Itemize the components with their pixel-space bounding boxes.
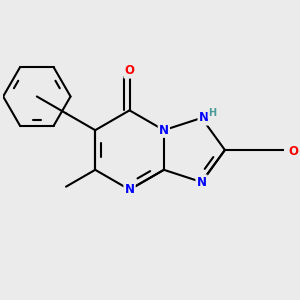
- Text: O: O: [289, 145, 299, 158]
- Text: N: N: [159, 124, 169, 137]
- Text: N: N: [124, 183, 134, 196]
- Text: H: H: [208, 108, 217, 118]
- Text: N: N: [199, 111, 209, 124]
- Text: O: O: [124, 64, 134, 77]
- Text: N: N: [196, 176, 207, 189]
